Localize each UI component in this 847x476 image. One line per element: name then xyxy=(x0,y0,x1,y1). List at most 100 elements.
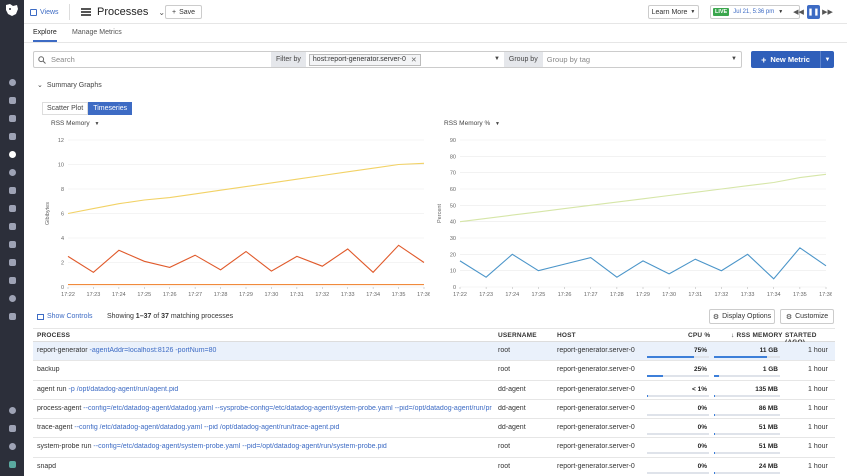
logs-nav-icon[interactable] xyxy=(7,257,17,267)
process-table: PROCESS USERNAME HOST CPU % ↓ RSS MEMORY… xyxy=(33,328,835,476)
integrations-bottom-nav-icon[interactable] xyxy=(7,423,17,433)
infrastructure-nav-icon[interactable] xyxy=(7,149,17,159)
new-metric-button[interactable]: + New Metric ▼ xyxy=(751,51,834,68)
page-title[interactable]: Processes ⌄ xyxy=(81,4,165,20)
y-axis-label: Percent xyxy=(437,204,443,223)
x-tick-label: 17:27 xyxy=(188,292,202,298)
views-button[interactable]: Views xyxy=(30,6,59,18)
x-tick-label: 17:23 xyxy=(479,292,493,298)
show-controls-button[interactable]: Show Controls xyxy=(37,313,93,320)
help-nav-icon[interactable] xyxy=(7,405,17,415)
table-controls: Show Controls Showing 1–37 of 37 matchin… xyxy=(34,309,834,325)
x-tick-label: 17:36 xyxy=(819,292,832,298)
y-tick-label: 6 xyxy=(61,212,64,218)
summary-graphs-toggle[interactable]: ⌄ Summary Graphs xyxy=(37,81,102,90)
table-row[interactable]: agent run -p /opt/datadog-agent/run/agen… xyxy=(33,381,835,400)
y-tick-label: 70 xyxy=(450,171,456,177)
table-row[interactable]: trace-agent --config /etc/datadog-agent/… xyxy=(33,419,835,439)
apm-nav-icon[interactable] xyxy=(7,221,17,231)
caret-down-icon[interactable]: ▼ xyxy=(493,56,500,62)
header-rss-memory[interactable]: ↓ RSS MEMORY xyxy=(731,332,783,339)
x-tick-label: 17:22 xyxy=(453,292,467,298)
caret-down-icon[interactable]: ▼ xyxy=(731,56,737,62)
caret-down-icon[interactable]: ▼ xyxy=(820,51,834,68)
learn-more-label: Learn More xyxy=(651,8,688,16)
header-username[interactable]: USERNAME xyxy=(498,332,537,339)
live-time: Jul 21, 5:36 pm xyxy=(733,9,775,15)
tab-explore[interactable]: Explore xyxy=(33,29,57,42)
host-cell[interactable]: report-generator.server-0 xyxy=(557,424,635,432)
cpu-cell: 0% xyxy=(647,462,709,474)
host-cell[interactable]: report-generator.server-0 xyxy=(557,347,635,354)
host-cell[interactable]: report-generator.server-0 xyxy=(557,366,635,374)
dashboards-nav-icon[interactable] xyxy=(7,131,17,141)
metrics-nav-icon[interactable] xyxy=(7,185,17,195)
header-cpu[interactable]: CPU % xyxy=(688,332,711,339)
filter-input[interactable]: host:report-generator.server-0 ✕ ▼ xyxy=(306,52,504,67)
x-tick-label: 17:36 xyxy=(417,292,430,298)
rewind-icon[interactable]: ◀◀ xyxy=(793,9,804,16)
table-row[interactable]: backup root report-generator.server-0 25… xyxy=(33,361,835,381)
time-selector[interactable]: LIVE Jul 21, 5:36 pm ▼ xyxy=(710,5,800,19)
search-input[interactable] xyxy=(51,55,251,64)
learn-more-button[interactable]: Learn More ▼ xyxy=(648,5,699,19)
host-cell[interactable]: report-generator.server-0 xyxy=(557,385,635,393)
host-cell[interactable]: report-generator.server-0 xyxy=(557,443,635,451)
y-tick-label: 12 xyxy=(58,138,64,144)
process-command: report-generator xyxy=(37,347,88,354)
monitors-nav-icon[interactable] xyxy=(7,167,17,177)
host-cell[interactable]: report-generator.server-0 xyxy=(557,404,635,412)
notebooks-nav-icon[interactable] xyxy=(7,239,17,249)
team-nav-icon[interactable] xyxy=(7,441,17,451)
new-metric-main[interactable]: + New Metric xyxy=(751,55,820,65)
close-icon[interactable]: ✕ xyxy=(410,56,417,64)
datadog-logo[interactable] xyxy=(4,3,20,17)
process-command: agent run xyxy=(37,385,67,393)
chart2-metric-label: RSS Memory % xyxy=(444,120,491,127)
user-avatar-icon[interactable] xyxy=(7,459,17,469)
cpu-cell: < 1% xyxy=(647,385,709,397)
cpu-value: 75% xyxy=(693,347,707,354)
header-process[interactable]: PROCESS xyxy=(37,332,71,339)
y-tick-label: 10 xyxy=(450,269,456,275)
chart1-metric-selector[interactable]: RSS Memory ▼ xyxy=(51,120,99,127)
customize-button[interactable]: ⚙ Customize xyxy=(780,309,834,324)
process-command: backup xyxy=(37,366,60,374)
username-cell: dd-agent xyxy=(498,424,526,432)
events-nav-icon[interactable] xyxy=(7,113,17,123)
new-metric-label: New Metric xyxy=(770,55,810,64)
security-nav-icon[interactable] xyxy=(7,275,17,285)
table-row[interactable]: report-generator -agentAddr=localhost:81… xyxy=(33,342,835,362)
rss-value: 86 MB xyxy=(758,404,778,412)
forward-icon[interactable]: ▶▶ xyxy=(822,9,833,16)
scatter-plot-button[interactable]: Scatter Plot xyxy=(42,102,89,115)
gear-icon: ⚙ xyxy=(712,313,720,321)
table-row[interactable]: process-agent --config=/etc/datadog-agen… xyxy=(33,400,835,420)
ux-monitoring-nav-icon[interactable] xyxy=(7,293,17,303)
save-button[interactable]: + Save xyxy=(165,5,203,19)
watchdog-nav-icon[interactable] xyxy=(7,95,17,105)
x-tick-label: 17:33 xyxy=(341,292,355,298)
rss-cell: 11 GB xyxy=(714,346,780,358)
table-row[interactable]: snapd root report-generator.server-0 0% … xyxy=(33,458,835,476)
host-cell[interactable]: report-generator.server-0 xyxy=(557,462,635,470)
header-host[interactable]: HOST xyxy=(557,332,576,339)
integrations-nav-icon[interactable] xyxy=(7,203,17,213)
search-nav-icon[interactable] xyxy=(7,77,17,87)
tab-manage-metrics[interactable]: Manage Metrics xyxy=(72,29,122,36)
table-row[interactable]: system-probe run --config=/etc/datadog-a… xyxy=(33,438,835,458)
cpu-cell: 75% xyxy=(647,346,709,358)
chart2-metric-selector[interactable]: RSS Memory % ▼ xyxy=(444,120,500,127)
pause-icon[interactable]: ❚❚ xyxy=(807,5,820,19)
series-line-0 xyxy=(67,162,425,215)
x-tick-label: 17:33 xyxy=(741,292,755,298)
timeseries-button[interactable]: Timeseries xyxy=(88,102,133,115)
group-by-input[interactable]: Group by tag ▼ xyxy=(543,52,741,67)
chevron-down-icon[interactable]: ⌄ xyxy=(158,7,166,17)
process-cell: snapd xyxy=(37,463,492,470)
process-cell: system-probe run --config=/etc/datadog-a… xyxy=(37,443,492,450)
filter-chip[interactable]: host:report-generator.server-0 ✕ xyxy=(308,53,421,66)
x-tick-label: 17:24 xyxy=(112,292,126,298)
display-options-button[interactable]: ⚙ Display Options xyxy=(709,309,775,324)
synthetics-nav-icon[interactable] xyxy=(7,311,17,321)
